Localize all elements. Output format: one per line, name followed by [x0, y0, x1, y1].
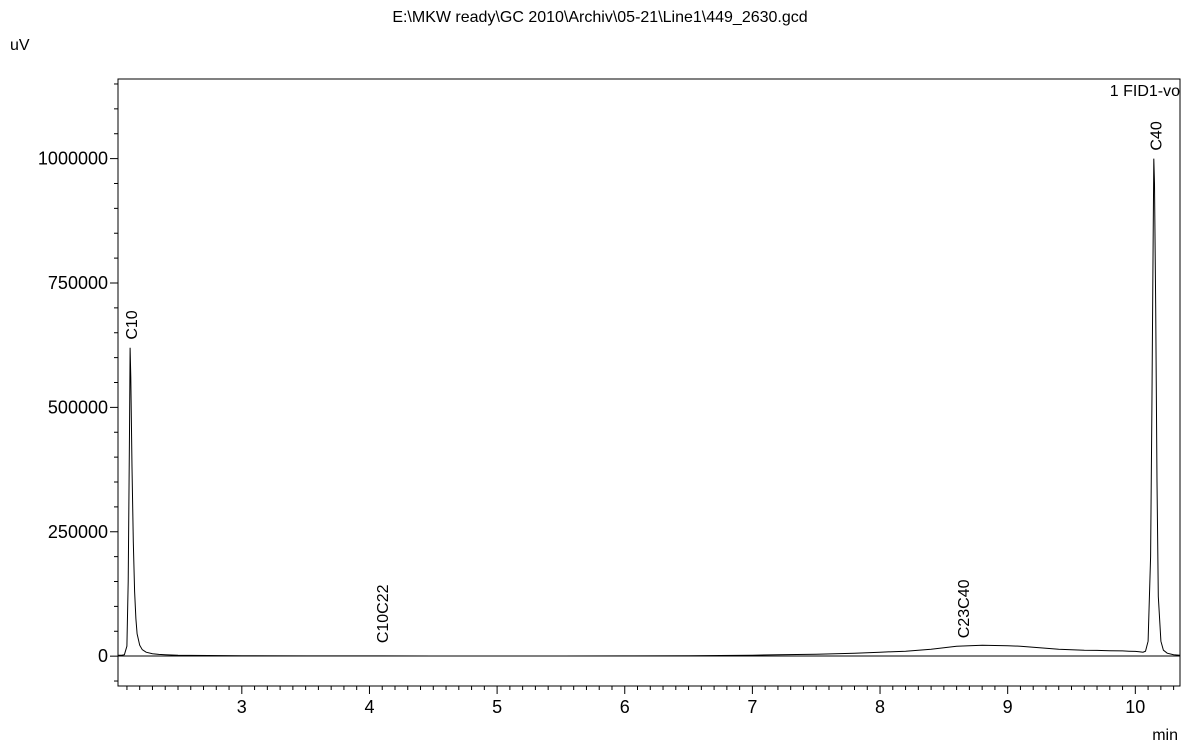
x-tick-label: 8: [875, 697, 885, 717]
plot-area-frame: [117, 78, 1181, 687]
x-tick-label: 9: [1003, 697, 1013, 717]
signal-trace: [118, 158, 1181, 657]
y-tick-label: 250000: [48, 522, 108, 542]
x-tick-label: 7: [747, 697, 757, 717]
peak-label: C40: [1149, 121, 1166, 150]
y-axis-unit-label: uV: [10, 37, 30, 54]
x-tick-label: 3: [237, 697, 247, 717]
x-tick-label: 6: [620, 697, 630, 717]
y-tick-label: 750000: [48, 273, 108, 293]
x-tick-label: 10: [1125, 697, 1145, 717]
x-tick-label: 5: [492, 697, 502, 717]
y-tick-label: 0: [98, 646, 108, 666]
x-axis-unit-label: min: [1152, 727, 1178, 744]
peak-label: C23C40: [956, 579, 973, 638]
peak-label: C10: [124, 310, 141, 339]
peak-label: C10C22: [375, 584, 392, 643]
y-axis-ticks: 0 250000 500000 750000 1000000: [38, 83, 118, 682]
y-tick-label: 500000: [48, 397, 108, 417]
x-axis-ticks: 3 4 5 6 7 8 9 10: [126, 686, 1175, 717]
peak-labels: C10 C10C22 C23C40 C40: [124, 121, 1166, 643]
y-tick-label: 1000000: [38, 149, 108, 169]
x-tick-label: 4: [364, 697, 374, 717]
chart-title: E:\MKW ready\GC 2010\Archiv\05-21\Line1\…: [392, 9, 807, 26]
channel-label: 1 FID1-vo: [1110, 83, 1180, 100]
